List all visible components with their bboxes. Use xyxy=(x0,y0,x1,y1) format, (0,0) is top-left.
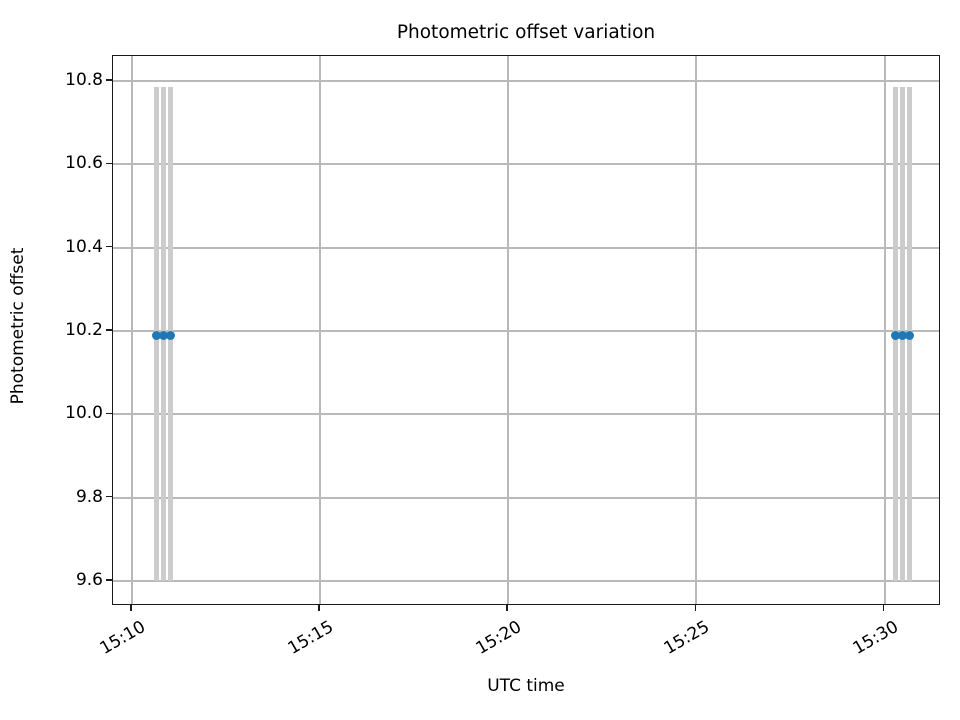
gridline-vertical xyxy=(883,56,886,604)
y-tick-label: 10.4 xyxy=(65,236,103,257)
y-tick-mark xyxy=(106,245,112,248)
y-tick-mark xyxy=(106,162,112,165)
data-point-marker[interactable] xyxy=(166,330,176,340)
data-point-marker[interactable] xyxy=(905,330,915,340)
y-axis-tick-labels: 10.8 10.6 10.4 10.2 10.0 9.8 9.6 xyxy=(20,0,103,720)
gridline-horizontal xyxy=(113,246,939,249)
data-point-marker[interactable] xyxy=(152,330,162,340)
plot-area[interactable] xyxy=(112,55,940,605)
data-point-marker[interactable] xyxy=(898,330,908,340)
y-tick-mark xyxy=(106,579,112,581)
y-tick-label: 9.6 xyxy=(75,570,103,590)
y-tick-label: 10.8 xyxy=(65,70,103,90)
gridline-vertical xyxy=(695,56,698,604)
x-tick-mark xyxy=(318,605,320,611)
y-tick-label: 10.0 xyxy=(65,403,103,424)
y-axis-label: Photometric offset xyxy=(8,247,28,405)
gridline-horizontal xyxy=(113,496,939,499)
gridline-horizontal xyxy=(113,413,939,416)
gridline-horizontal xyxy=(113,80,939,82)
y-tick-mark xyxy=(106,329,112,331)
gridline-horizontal xyxy=(113,330,939,332)
x-tick-mark xyxy=(130,605,132,611)
x-tick-mark xyxy=(694,605,697,611)
data-point-marker[interactable] xyxy=(891,330,901,340)
chart-title: Photometric offset variation xyxy=(396,22,656,43)
x-axis-label: UTC time xyxy=(487,676,565,696)
y-tick-label: 10.6 xyxy=(65,153,103,174)
y-tick-mark xyxy=(106,79,112,81)
gridline-vertical xyxy=(319,56,321,604)
y-tick-label: 10.2 xyxy=(65,320,103,340)
gridline-vertical xyxy=(130,56,133,604)
gridline-vertical xyxy=(507,56,510,604)
gridline-horizontal xyxy=(113,163,939,166)
y-tick-mark xyxy=(106,495,112,498)
x-tick-mark xyxy=(882,605,885,611)
data-point-marker[interactable] xyxy=(159,330,169,340)
x-tick-mark xyxy=(506,605,508,611)
y-tick-label: 9.8 xyxy=(75,486,103,507)
gridline-horizontal xyxy=(113,580,939,582)
y-tick-mark xyxy=(106,412,112,415)
